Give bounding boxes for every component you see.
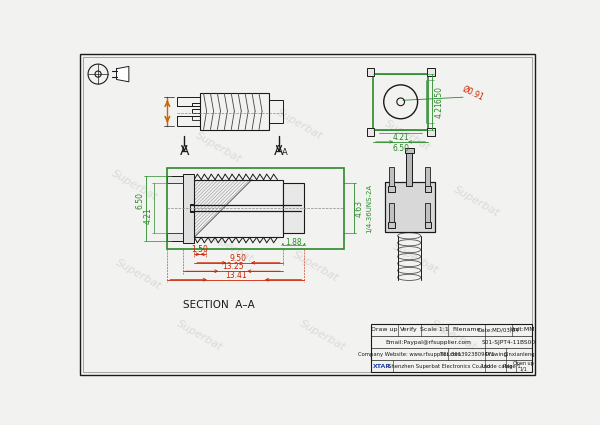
Bar xyxy=(388,186,395,192)
Text: 4.21: 4.21 xyxy=(143,207,152,224)
Text: XTAR: XTAR xyxy=(373,364,391,368)
Text: Filename: Filename xyxy=(453,327,481,332)
Bar xyxy=(389,203,394,222)
Text: Superbat: Superbat xyxy=(391,242,440,276)
Text: Open up
1/1: Open up 1/1 xyxy=(514,361,534,371)
Text: 6.50: 6.50 xyxy=(136,192,145,209)
Text: Superbat: Superbat xyxy=(110,169,159,203)
Text: Anode cable: Anode cable xyxy=(480,364,512,368)
Bar xyxy=(200,94,269,130)
Bar xyxy=(373,74,428,130)
Text: 6.50: 6.50 xyxy=(392,144,409,153)
Bar xyxy=(389,167,394,186)
Text: Draw up: Draw up xyxy=(371,327,398,332)
Bar xyxy=(425,186,431,192)
Bar xyxy=(406,151,412,186)
Text: Superbat: Superbat xyxy=(429,319,478,353)
Bar xyxy=(194,180,283,237)
Text: Verify: Verify xyxy=(400,327,418,332)
Text: 1.50: 1.50 xyxy=(191,245,208,254)
Bar xyxy=(404,148,414,153)
Text: 13.41: 13.41 xyxy=(225,271,247,280)
Text: Unit:MM: Unit:MM xyxy=(509,327,535,332)
Text: Superbat: Superbat xyxy=(452,184,502,218)
Text: 1/4-36UNS-2A: 1/4-36UNS-2A xyxy=(366,184,372,232)
Bar xyxy=(388,222,395,228)
Text: Shenzhen Superbat Electronics Co.,Ltd: Shenzhen Superbat Electronics Co.,Ltd xyxy=(388,364,490,368)
Bar xyxy=(371,324,532,372)
Bar xyxy=(385,182,434,232)
Bar xyxy=(192,109,200,113)
Text: 4.63: 4.63 xyxy=(355,200,364,217)
Bar xyxy=(425,203,430,222)
Text: TEL 8613923809471: TEL 8613923809471 xyxy=(440,352,494,357)
Bar xyxy=(176,97,200,106)
Bar xyxy=(192,116,200,120)
Bar xyxy=(367,128,374,136)
Bar xyxy=(190,204,210,212)
Bar xyxy=(427,68,434,76)
Bar xyxy=(425,167,430,186)
Text: Superbat: Superbat xyxy=(194,130,244,164)
Bar xyxy=(425,222,431,228)
Bar xyxy=(167,176,187,184)
Text: A: A xyxy=(179,144,189,158)
Text: Superbat: Superbat xyxy=(383,119,432,153)
Text: 4.21: 4.21 xyxy=(392,133,409,142)
Text: Qinxianleng: Qinxianleng xyxy=(503,352,535,357)
Bar xyxy=(183,174,194,243)
Text: A: A xyxy=(282,148,288,157)
Text: 6.50: 6.50 xyxy=(434,85,443,102)
Text: Page 1: Page 1 xyxy=(503,364,520,368)
Text: Superbat: Superbat xyxy=(175,319,224,353)
Text: A: A xyxy=(274,144,284,158)
Text: 4.21: 4.21 xyxy=(434,101,443,118)
Text: Scale 1:1: Scale 1:1 xyxy=(420,327,449,332)
Text: Ø0.91: Ø0.91 xyxy=(461,85,485,102)
Text: 1.88: 1.88 xyxy=(286,238,302,247)
Bar xyxy=(194,180,283,237)
Bar xyxy=(176,116,200,126)
Text: Superbat: Superbat xyxy=(290,249,340,284)
Text: Drawing: Drawing xyxy=(485,352,508,357)
Bar xyxy=(167,233,187,241)
Text: S01-SJPT4-11BS00: S01-SJPT4-11BS00 xyxy=(481,340,536,345)
Bar xyxy=(427,128,434,136)
Text: Superbat: Superbat xyxy=(275,107,325,141)
Text: 9.50: 9.50 xyxy=(230,254,247,263)
Text: Date:MD/03/04: Date:MD/03/04 xyxy=(478,327,520,332)
Bar xyxy=(367,68,374,76)
Text: Company Website: www.rfsupplier.com: Company Website: www.rfsupplier.com xyxy=(358,352,461,357)
Bar xyxy=(269,99,283,123)
Text: Email:Paypal@rfsupplier.com: Email:Paypal@rfsupplier.com xyxy=(385,340,472,345)
Bar xyxy=(385,182,434,232)
Bar xyxy=(283,184,304,233)
Bar xyxy=(167,168,344,249)
Bar xyxy=(192,102,200,106)
Text: Superbat: Superbat xyxy=(206,230,255,264)
Polygon shape xyxy=(116,66,129,82)
Text: 13.25: 13.25 xyxy=(222,262,244,271)
Text: Superbat: Superbat xyxy=(298,319,347,353)
Text: Superbat: Superbat xyxy=(113,257,163,292)
Text: SECTION  A–A: SECTION A–A xyxy=(183,300,255,310)
